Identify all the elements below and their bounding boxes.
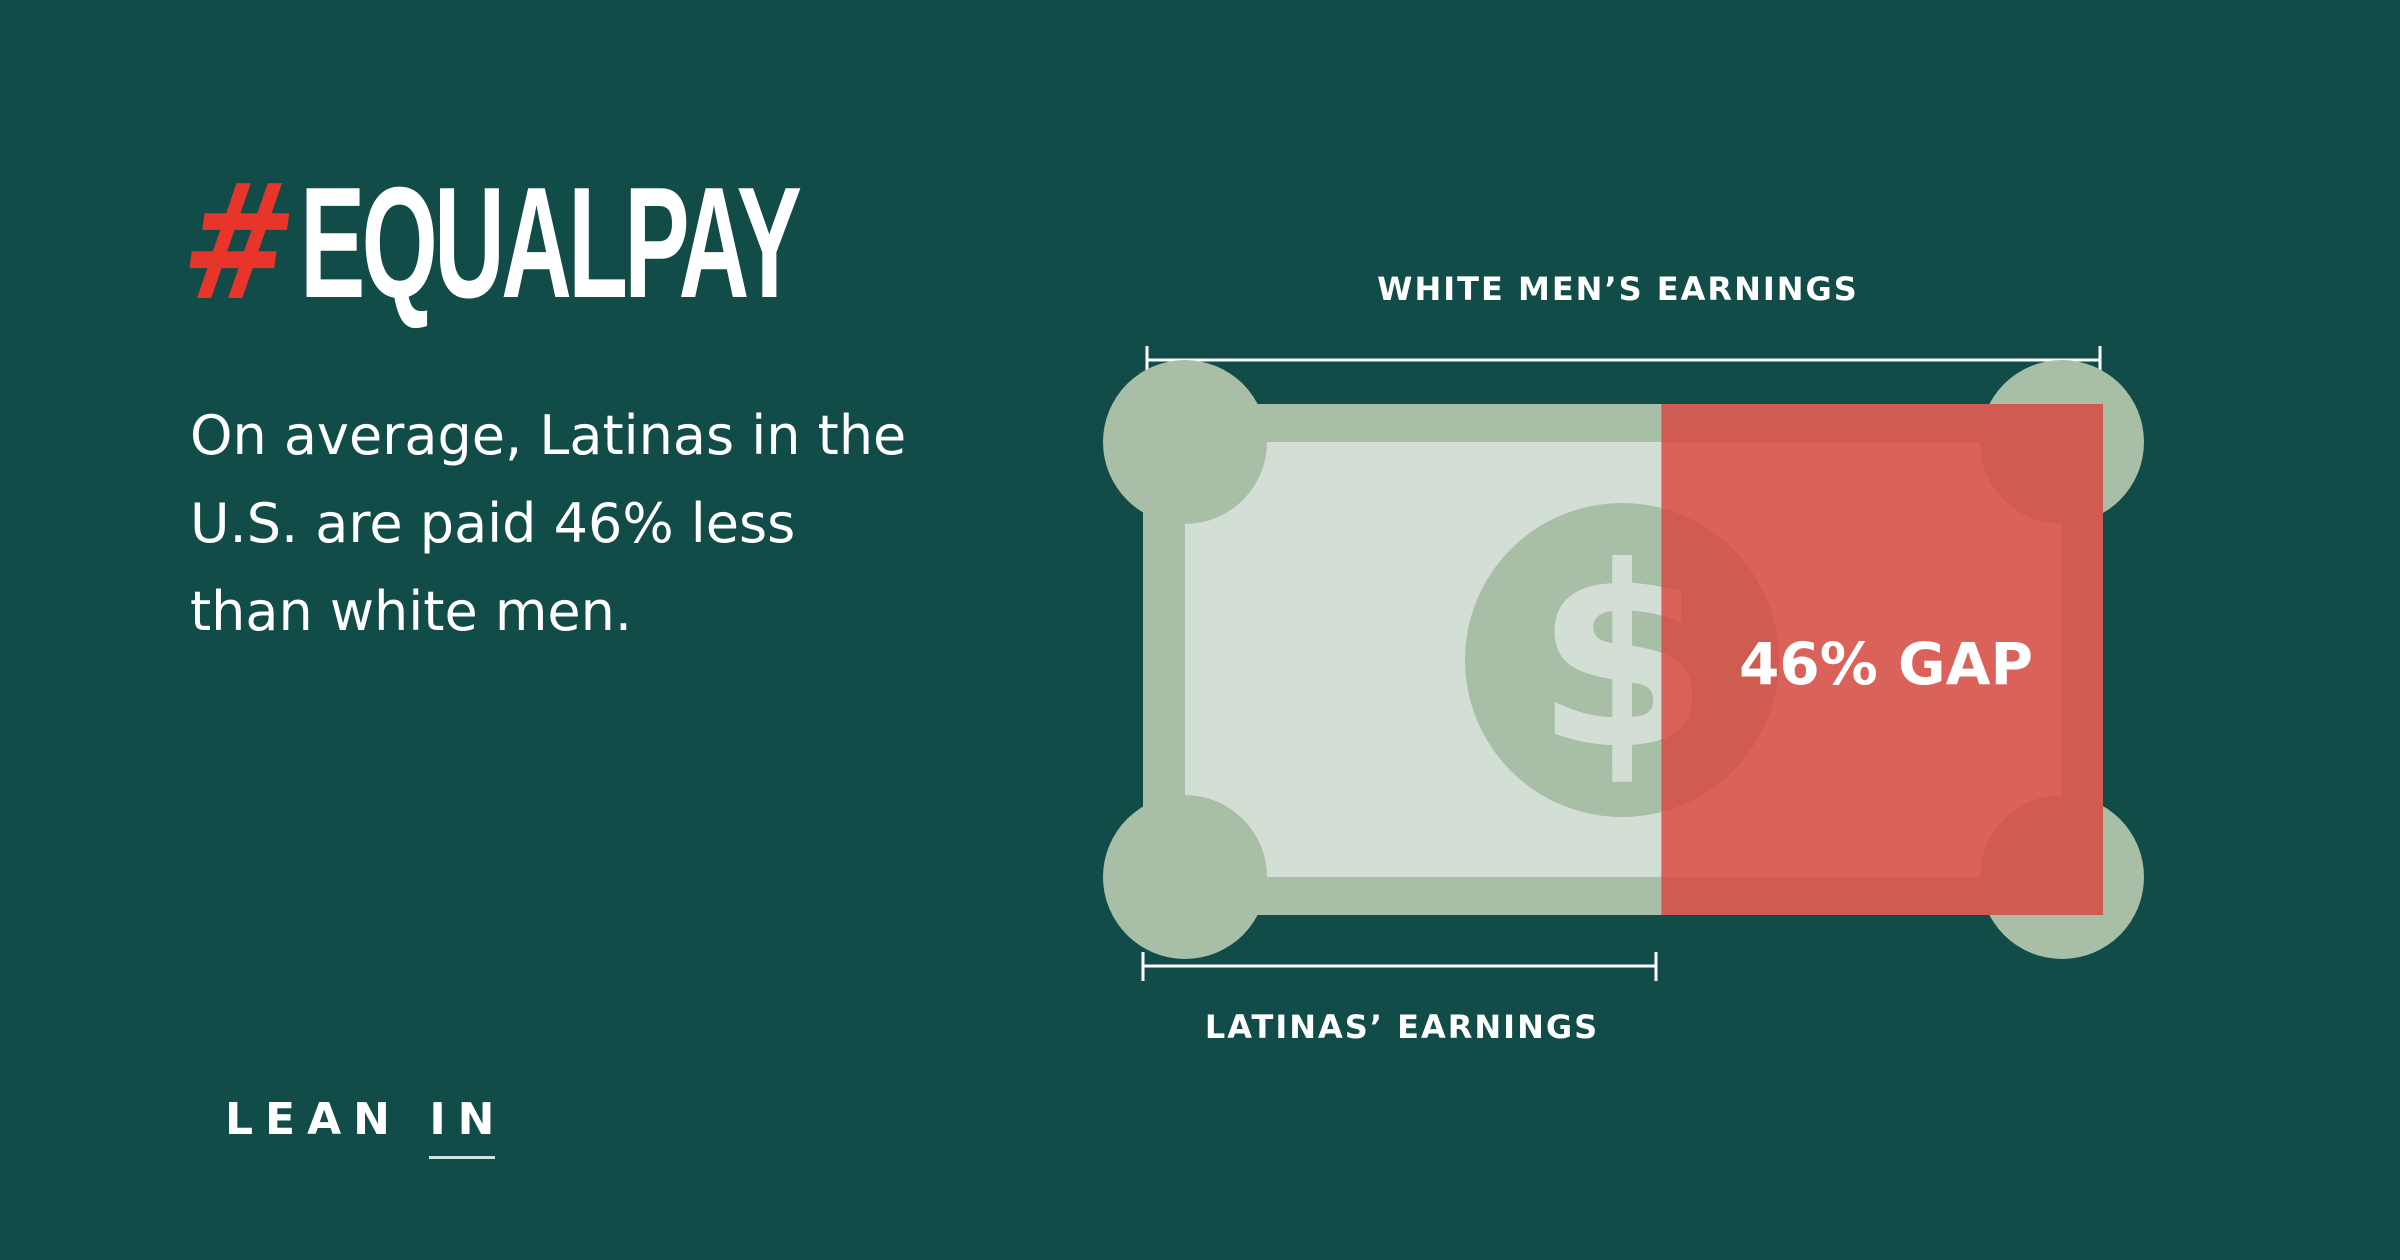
latinas-earnings-label: LATINAS’ EARNINGS bbox=[1204, 1008, 1600, 1046]
title-text: EQUALPAY bbox=[300, 155, 802, 331]
gap-label: 46% GAP bbox=[1738, 630, 2034, 698]
hashtag-icon: # bbox=[170, 149, 308, 336]
statement-text: On average, Latinas in the U.S. are paid… bbox=[190, 404, 907, 643]
latinas-bracket bbox=[1141, 952, 1658, 981]
white-men-earnings-label: WHITE MEN’S EARNINGS bbox=[1377, 270, 1859, 308]
lean-in-logo: LEAN IN bbox=[225, 1094, 507, 1145]
equal-pay-title: # EQUALPAY bbox=[171, 149, 1104, 336]
white-men-bracket bbox=[1145, 346, 2102, 375]
logo-in: IN bbox=[429, 1094, 507, 1145]
logo-lean: LEAN bbox=[225, 1094, 402, 1145]
gap-overlay bbox=[1661, 404, 2103, 915]
